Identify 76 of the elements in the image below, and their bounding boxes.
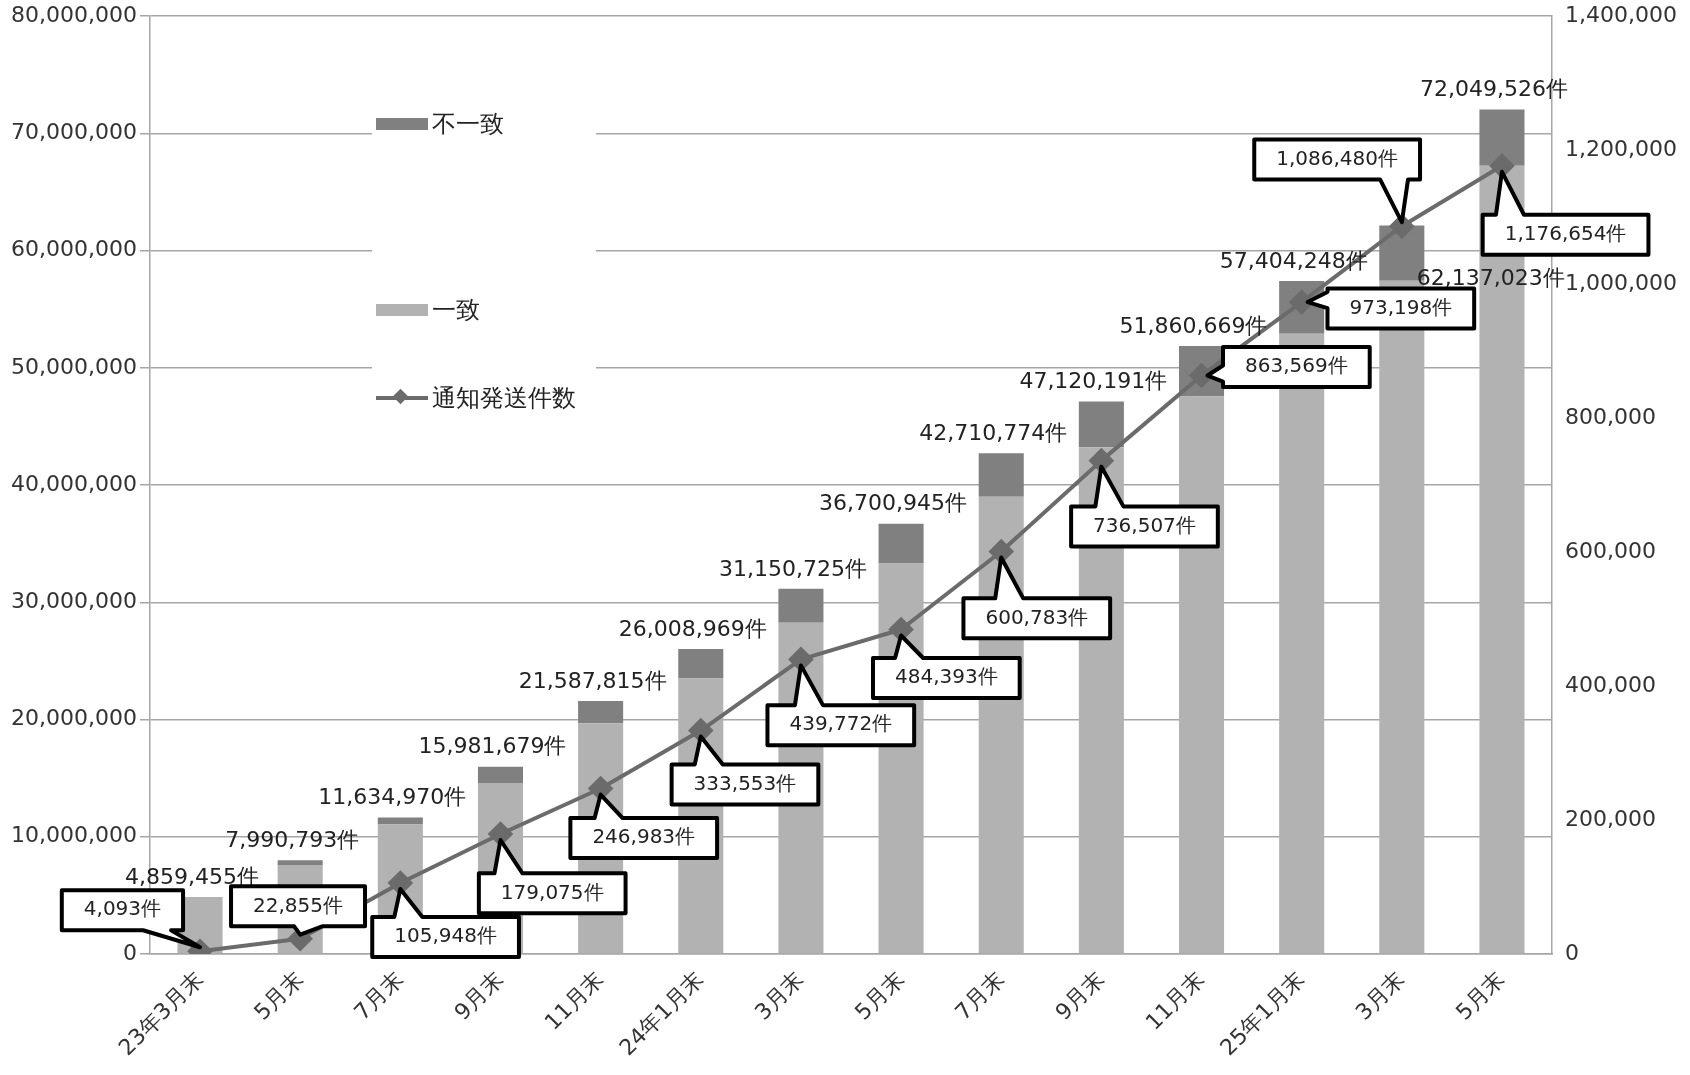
total-label: 21,587,815件 [518, 667, 667, 693]
total-label: 4,859,455件 [125, 863, 260, 889]
y-tick-label: 60,000,000 [10, 236, 137, 262]
x-tick-label: 5月末 [1450, 966, 1510, 1025]
data-label: 246,983件 [592, 824, 696, 849]
legend-label: 不一致 [432, 109, 504, 140]
legend-label: 通知発送件数 [432, 383, 576, 414]
y-tick-label: 10,000,000 [10, 822, 137, 848]
data-label: 484,393件 [894, 664, 998, 689]
bar [1479, 109, 1525, 166]
x-tick-label: 25年1月末 [1215, 966, 1310, 1061]
point [788, 647, 813, 672]
x-tick-label: 3月末 [1350, 966, 1410, 1025]
data-label: 179,075件 [500, 879, 604, 904]
x-tick-label: 5月末 [249, 966, 308, 1025]
data-label: 600,783件 [985, 604, 1089, 629]
y2-tick-label: 400,000 [1565, 671, 1657, 697]
x-tick-label: 7月末 [950, 966, 1009, 1025]
y-tick-label: 20,000,000 [10, 705, 137, 731]
y2-tick-label: 1,000,000 [1565, 269, 1677, 295]
total-label: 26,008,969件 [618, 615, 767, 641]
bar [578, 700, 624, 724]
legend-label: 一致 [432, 294, 480, 326]
y2-tick-label: 0 [1565, 939, 1580, 965]
x-tick-label: 24年1月末 [614, 966, 709, 1061]
data-label: 863,569件 [1245, 353, 1348, 378]
bar [377, 817, 423, 825]
point [488, 822, 513, 847]
total-label: 11,634,970件 [318, 784, 467, 810]
x-tick-label: 3月末 [749, 966, 809, 1025]
bar [277, 860, 323, 865]
total-label: 36,700,945件 [819, 490, 968, 516]
total-label: 15,981,679件 [418, 733, 567, 759]
bar [878, 523, 924, 564]
x-tick-label: 11月末 [1140, 966, 1210, 1035]
y2-tick-label: 1,400,000 [1565, 1, 1677, 27]
y-tick-label: 0 [122, 939, 137, 965]
x-tick-label: 11月末 [539, 966, 609, 1035]
data-label: 439,772件 [789, 711, 893, 736]
y2-tick-label: 200,000 [1565, 805, 1657, 831]
point [388, 871, 413, 895]
total-label: 31,150,725件 [718, 555, 867, 581]
data-label: 105,948件 [394, 923, 497, 948]
point [1489, 153, 1514, 178]
total-label: 51,860,669件 [1119, 312, 1268, 338]
y2-tick-label: 600,000 [1565, 537, 1657, 563]
y-tick-label: 50,000,000 [10, 353, 137, 379]
x-tick-label: 23年3月末 [113, 966, 208, 1061]
y2-tick-label: 1,200,000 [1565, 135, 1677, 161]
x-tick-label: 5月末 [849, 966, 909, 1025]
data-label: 973,198件 [1349, 294, 1453, 319]
data-label: 333,553件 [693, 770, 797, 795]
point [989, 539, 1014, 564]
bar [678, 649, 724, 679]
bar [1078, 401, 1124, 448]
bar [477, 766, 524, 784]
x-tick-label: 9月末 [1050, 966, 1109, 1025]
x-tick-label: 9月末 [449, 966, 509, 1025]
data-label: 4,093件 [83, 896, 162, 921]
y-tick-label: 80,000,000 [10, 1, 137, 27]
x-tick-label: 7月末 [349, 966, 408, 1025]
total-label: 72,049,526件 [1419, 76, 1568, 102]
total-label: 47,120,191件 [1019, 368, 1168, 394]
y-tick-label: 70,000,000 [10, 119, 137, 145]
data-label: 22,855件 [253, 892, 344, 917]
y2-tick-label: 800,000 [1565, 403, 1657, 429]
y-tick-label: 30,000,000 [10, 588, 137, 614]
data-label: 736,507件 [1093, 512, 1196, 537]
bar [978, 453, 1024, 497]
total-label: 62,137,023件 [1416, 264, 1565, 290]
total-label: 7,990,793件 [225, 827, 360, 853]
data-label: 1,176,654件 [1504, 220, 1627, 245]
y-tick-label: 40,000,000 [10, 470, 137, 496]
total-label: 42,710,774件 [919, 420, 1068, 446]
data-label: 1,086,480件 [1276, 145, 1399, 170]
bar [778, 588, 824, 623]
